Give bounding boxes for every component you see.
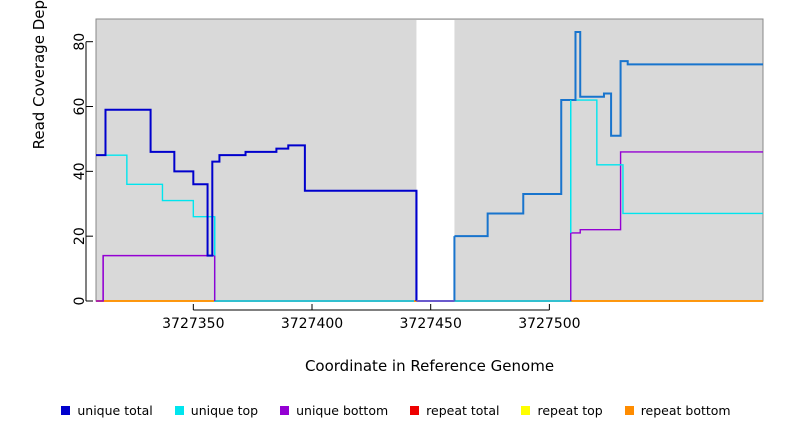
x-axis-tick-label: 3727450	[400, 316, 462, 332]
legend-label: repeat top	[537, 402, 603, 418]
legend-swatch-icon	[624, 405, 634, 415]
y-axis-tick-label: 0	[72, 297, 88, 306]
y-axis-tick-label: 60	[72, 98, 88, 116]
legend-item: repeat top	[521, 402, 603, 418]
chart-legend: unique total unique top unique bottom repea…	[0, 398, 792, 422]
legend-label: unique bottom	[296, 402, 389, 418]
series-line-unique-total	[96, 108, 418, 301]
x-axis-tick-label: 3727500	[518, 316, 580, 332]
legend-item: unique top	[174, 402, 259, 418]
legend-swatch-icon	[521, 405, 531, 415]
legend-swatch-icon	[410, 405, 420, 415]
x-axis-title: Coordinate in Reference Genome	[304, 357, 555, 375]
legend-item: unique total	[61, 402, 153, 418]
y-axis-tick-label: 80	[72, 33, 88, 51]
plot-area: 0 20 40 60 80 3727350 3727400 3727450 3727500	[72, 18, 764, 332]
legend-label: repeat bottom	[640, 402, 731, 418]
legend-item: repeat bottom	[624, 402, 731, 418]
y-axis-tick-label: 20	[72, 227, 88, 245]
series-line-unique-total-right-segment-	[454, 30, 763, 238]
x-axis-tick-label: 3727350	[162, 316, 224, 332]
legend-swatch-icon	[174, 405, 184, 415]
legend-item: unique bottom	[280, 403, 388, 418]
x-axis-tick-label: 3727400	[281, 316, 343, 332]
legend-label: unique top	[190, 402, 259, 418]
legend-label: repeat total	[426, 402, 500, 418]
legend-label: unique total	[77, 402, 153, 418]
legend-swatch-icon	[61, 405, 71, 415]
legend-item: repeat total	[410, 403, 499, 418]
coverage-plot-svg: 0 20 40 60 80 3727350 3727400 3727450 3727500	[72, 18, 764, 332]
no-data-gap-band	[416, 20, 455, 301]
legend-swatch-icon	[280, 405, 290, 415]
y-axis-tick-label: 40	[72, 162, 88, 180]
